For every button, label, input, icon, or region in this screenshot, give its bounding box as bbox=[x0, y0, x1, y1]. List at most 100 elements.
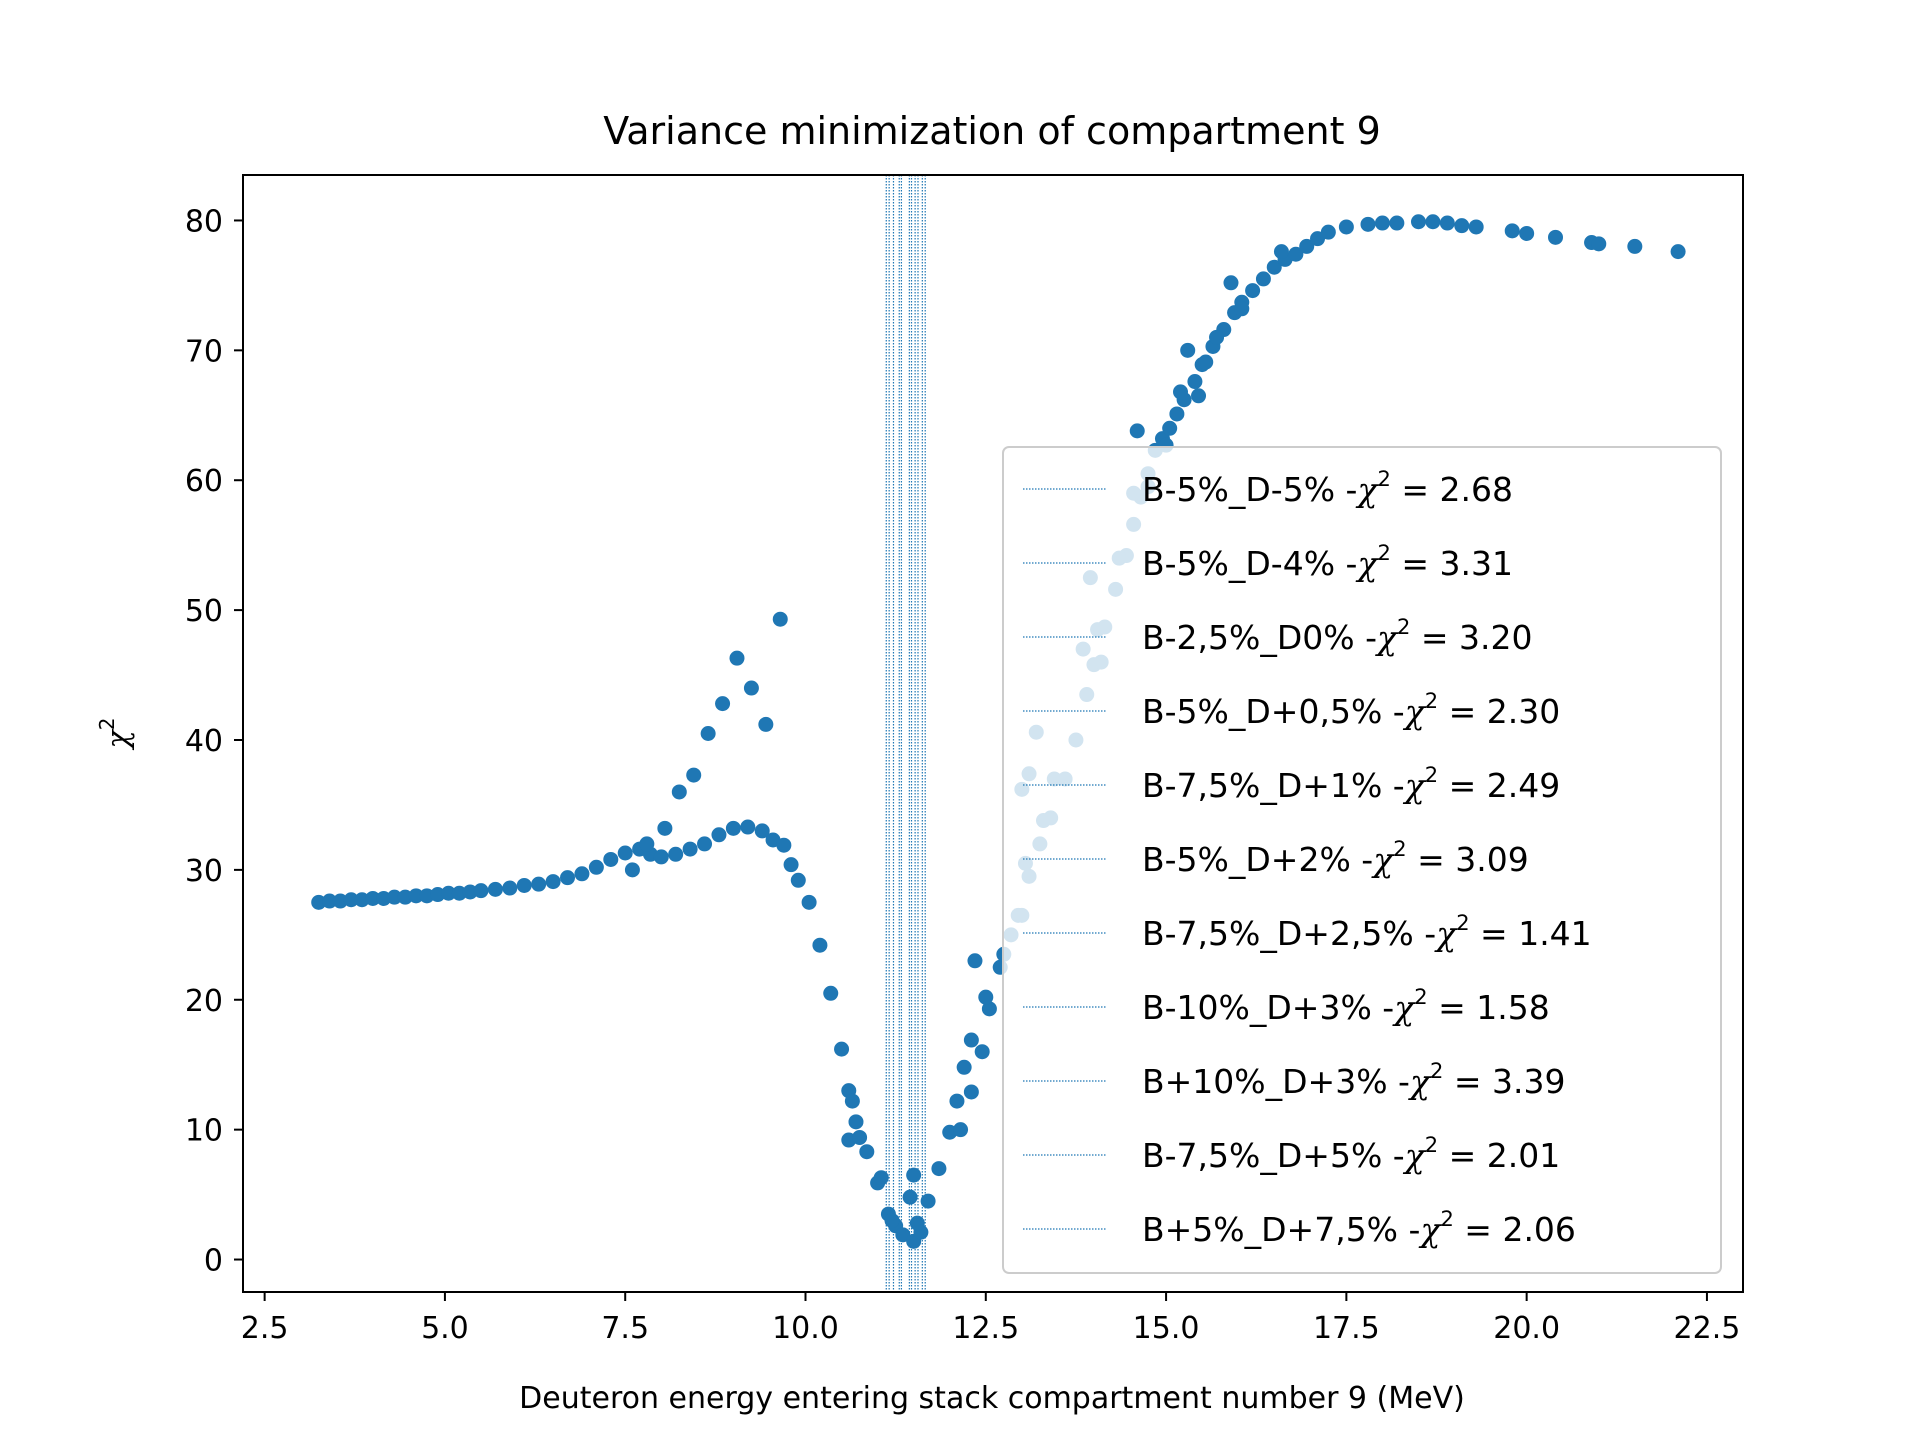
data-point bbox=[1198, 354, 1214, 370]
legend-label: B+5%_D+7,5% -χ2 = 2.06 bbox=[1142, 1207, 1576, 1249]
data-point bbox=[740, 819, 756, 835]
y-tick-label: 10 bbox=[185, 1114, 223, 1149]
x-tick-label: 15.0 bbox=[1133, 1311, 1200, 1346]
legend-chi-sup: 2 bbox=[1425, 689, 1438, 713]
y-tick-label: 60 bbox=[185, 464, 223, 499]
data-point bbox=[516, 877, 532, 893]
data-point bbox=[1180, 342, 1196, 358]
legend-chi-value: = 1.41 bbox=[1470, 914, 1592, 953]
legend-label: B-5%_D-5% -χ2 = 2.68 bbox=[1142, 467, 1513, 509]
legend-chi-value: = 3.09 bbox=[1407, 840, 1529, 879]
data-point bbox=[639, 836, 655, 852]
legend-chi-sup: 2 bbox=[1425, 763, 1438, 787]
data-point bbox=[624, 862, 640, 878]
legend-label-prefix: B-5%_D-4% - bbox=[1142, 544, 1357, 583]
x-tick-label: 10.0 bbox=[772, 1311, 839, 1346]
data-point bbox=[902, 1189, 918, 1205]
data-point bbox=[953, 1122, 969, 1138]
y-tick-label: 20 bbox=[185, 984, 223, 1019]
legend-label-prefix: B-7,5%_D+2,5% - bbox=[1142, 914, 1436, 953]
data-point bbox=[1320, 224, 1336, 240]
legend-chi-symbol: χ bbox=[1403, 766, 1427, 805]
data-point bbox=[772, 611, 788, 627]
data-point bbox=[776, 837, 792, 853]
legend-label: B-5%_D+2% -χ2 = 3.09 bbox=[1142, 837, 1529, 879]
data-point bbox=[1209, 329, 1225, 345]
legend-label-prefix: B-10%_D+3% - bbox=[1142, 988, 1394, 1027]
chart-title: Variance minimization of compartment 9 bbox=[603, 109, 1381, 153]
data-point bbox=[801, 894, 817, 910]
legend-chi-value: = 2.06 bbox=[1454, 1210, 1576, 1249]
data-point bbox=[531, 876, 547, 892]
legend-label: B-10%_D+3% -χ2 = 1.58 bbox=[1142, 985, 1550, 1027]
data-point bbox=[1374, 215, 1390, 231]
legend-chi-symbol: χ bbox=[1434, 914, 1458, 953]
y-axis-label: χ2 bbox=[95, 718, 136, 751]
legend-label-prefix: B+5%_D+7,5% - bbox=[1142, 1210, 1420, 1249]
data-point bbox=[974, 1044, 990, 1060]
data-point bbox=[560, 870, 576, 886]
legend-chi-symbol: χ bbox=[1418, 1210, 1442, 1249]
legend-label-prefix: B+10%_D+3% - bbox=[1142, 1062, 1410, 1101]
data-point bbox=[1439, 215, 1455, 231]
legend-chi-sup: 2 bbox=[1440, 1207, 1453, 1231]
x-tick-label: 20.0 bbox=[1493, 1311, 1560, 1346]
data-point bbox=[963, 1084, 979, 1100]
data-point bbox=[1627, 238, 1643, 254]
data-point bbox=[1670, 244, 1686, 260]
legend-chi-symbol: χ bbox=[1403, 1136, 1427, 1175]
data-point bbox=[408, 888, 424, 904]
data-point bbox=[1454, 218, 1470, 234]
legend-chi-value: = 3.39 bbox=[1443, 1062, 1565, 1101]
axes-frame bbox=[242, 174, 1744, 1293]
data-point bbox=[852, 1129, 868, 1145]
legend-label: B-7,5%_D+5% -χ2 = 2.01 bbox=[1142, 1133, 1560, 1175]
data-point bbox=[859, 1144, 875, 1160]
data-point bbox=[754, 823, 770, 839]
legend-chi-value: = 2.01 bbox=[1438, 1136, 1560, 1175]
vertical-lines bbox=[885, 175, 926, 1292]
legend-label: B-7,5%_D+1% -χ2 = 2.49 bbox=[1142, 763, 1560, 805]
x-tick-label: 2.5 bbox=[241, 1311, 289, 1346]
y-tick-label: 80 bbox=[185, 204, 223, 239]
y-tick-label: 50 bbox=[185, 594, 223, 629]
legend-chi-symbol: χ bbox=[1408, 1062, 1432, 1101]
legend-label: B-2,5%_D0% -χ2 = 3.20 bbox=[1142, 615, 1533, 657]
data-point bbox=[729, 650, 745, 666]
legend-label-prefix: B-5%_D+2% - bbox=[1142, 840, 1373, 879]
data-point bbox=[343, 892, 359, 908]
data-point bbox=[487, 881, 503, 897]
data-point bbox=[1425, 214, 1441, 230]
data-point bbox=[1245, 283, 1261, 299]
data-point bbox=[743, 680, 759, 696]
data-point bbox=[1468, 219, 1484, 235]
data-point bbox=[700, 726, 716, 741]
legend-chi-sup: 2 bbox=[1377, 467, 1390, 491]
x-tick-label: 5.0 bbox=[421, 1311, 469, 1346]
legend-label-prefix: B-7,5%_D+5% - bbox=[1142, 1136, 1405, 1175]
x-axis-ticks: 2.5 5.0 7.5 10.0 12.5 15.0 17.5 20.0 22.5 bbox=[241, 1292, 1740, 1346]
data-point bbox=[909, 1215, 925, 1231]
data-point bbox=[1173, 384, 1188, 400]
data-point bbox=[956, 1059, 972, 1075]
legend-chi-value: = 1.58 bbox=[1428, 988, 1550, 1027]
y-tick-label: 70 bbox=[185, 334, 223, 369]
data-point bbox=[1129, 423, 1145, 439]
data-point bbox=[502, 880, 518, 896]
data-point bbox=[873, 1170, 889, 1186]
data-point bbox=[823, 985, 839, 1001]
data-point bbox=[1519, 225, 1535, 241]
legend-chi-symbol: χ bbox=[1355, 544, 1379, 583]
data-point bbox=[697, 836, 713, 852]
x-tick-label: 7.5 bbox=[601, 1311, 649, 1346]
x-tick-label: 17.5 bbox=[1313, 1311, 1380, 1346]
data-point bbox=[617, 845, 633, 861]
data-point bbox=[1288, 246, 1304, 262]
legend-label-prefix: B-5%_D-5% - bbox=[1142, 470, 1357, 509]
data-point bbox=[1266, 259, 1282, 275]
legend-label: B-7,5%_D+2,5% -χ2 = 1.41 bbox=[1142, 911, 1592, 953]
legend-entries: B-5%_D-5% -χ2 = 2.68B-5%_D-4% -χ2 = 3.31… bbox=[1023, 467, 1592, 1249]
legend-label: B-5%_D+0,5% -χ2 = 2.30 bbox=[1142, 689, 1560, 731]
legend-chi-sup: 2 bbox=[1397, 615, 1410, 639]
